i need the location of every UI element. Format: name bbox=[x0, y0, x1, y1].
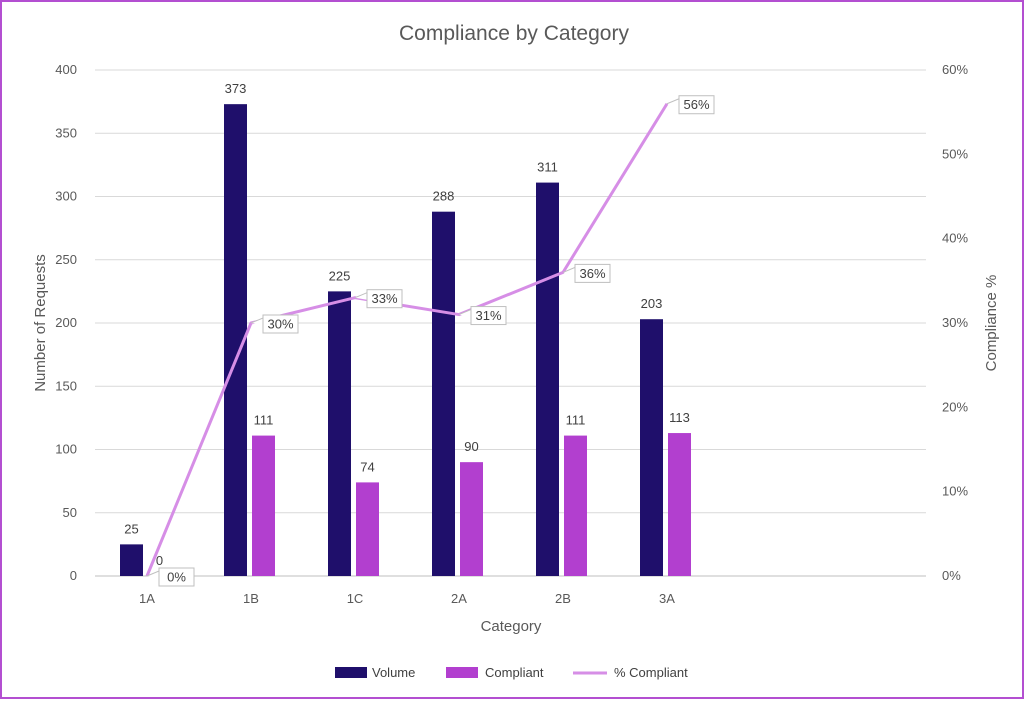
y2-tick-label: 20% bbox=[942, 399, 968, 414]
volume-bar bbox=[536, 182, 559, 576]
legend-label-compliant: Compliant bbox=[485, 665, 544, 680]
volume-bar bbox=[224, 104, 247, 576]
x-axis-title: Category bbox=[481, 618, 542, 635]
compliant-data-label: 111 bbox=[254, 413, 274, 428]
y2-axis-title: Compliance % bbox=[983, 275, 1000, 372]
x-axis-ticks: 1A 1B 1C 2A 2B 3A bbox=[139, 591, 675, 606]
bar-series: 25 0 373 111 225 74 288 90 311 111 203 113 bbox=[120, 81, 691, 576]
callout-pointer bbox=[666, 97, 680, 106]
volume-data-label: 311 bbox=[537, 160, 558, 175]
x-tick-label: 1C bbox=[347, 591, 364, 606]
gridlines bbox=[95, 69, 926, 577]
volume-bar bbox=[120, 544, 143, 576]
compliance-data-label: 36% bbox=[579, 266, 605, 281]
y2-tick-label: 0% bbox=[942, 568, 961, 583]
compliant-data-label: 111 bbox=[566, 413, 586, 428]
volume-bar bbox=[328, 291, 351, 576]
y2-axis-ticks: 0% 10% 20% 30% 40% 50% 60% bbox=[942, 62, 968, 583]
compliant-data-label: 0 bbox=[156, 553, 163, 568]
legend: Volume Compliant % Compliant bbox=[335, 665, 688, 680]
y2-tick-label: 10% bbox=[942, 484, 968, 499]
y2-tick-label: 30% bbox=[942, 315, 968, 330]
compliant-bar bbox=[356, 482, 379, 576]
compliant-data-label: 74 bbox=[360, 459, 374, 474]
y-tick-label: 150 bbox=[55, 378, 77, 393]
x-tick-label: 3A bbox=[659, 591, 675, 606]
y-tick-label: 400 bbox=[55, 62, 77, 77]
chart-title: Compliance by Category bbox=[399, 22, 629, 45]
x-tick-label: 2A bbox=[451, 591, 467, 606]
y-tick-label: 200 bbox=[55, 315, 77, 330]
compliant-data-label: 113 bbox=[669, 410, 690, 425]
y-axis-title: Number of Requests bbox=[32, 254, 49, 392]
y-tick-label: 0 bbox=[70, 568, 77, 583]
line-series: 0% 30% 33% 31% 36% 56% bbox=[145, 95, 715, 587]
callout-box bbox=[158, 567, 195, 587]
volume-data-label: 225 bbox=[329, 268, 351, 283]
callout-box bbox=[262, 314, 299, 334]
compliance-data-label: 0% bbox=[167, 570, 186, 585]
compliance-data-label: 31% bbox=[475, 308, 501, 323]
callout-box bbox=[574, 263, 611, 283]
volume-bar bbox=[432, 211, 455, 576]
y2-tick-label: 60% bbox=[942, 62, 968, 77]
compliance-data-label: 56% bbox=[683, 97, 709, 112]
compliant-bar bbox=[252, 435, 275, 576]
compliance-line bbox=[145, 102, 669, 577]
x-tick-label: 1A bbox=[139, 591, 155, 606]
y2-tick-label: 40% bbox=[942, 231, 968, 246]
compliant-data-label: 90 bbox=[464, 439, 478, 454]
compliant-bar bbox=[460, 462, 483, 576]
compliance-data-label: 30% bbox=[267, 317, 293, 332]
callout-box bbox=[470, 306, 507, 326]
legend-swatch-volume bbox=[335, 667, 367, 678]
volume-data-label: 288 bbox=[433, 189, 455, 204]
volume-data-label: 373 bbox=[225, 81, 247, 96]
legend-label-volume: Volume bbox=[372, 665, 415, 680]
y-tick-label: 250 bbox=[55, 252, 77, 267]
compliant-bar bbox=[564, 435, 587, 576]
compliance-data-label: 33% bbox=[371, 291, 397, 306]
y-tick-label: 50 bbox=[63, 505, 77, 520]
callout-box bbox=[366, 289, 403, 309]
x-tick-label: 1B bbox=[243, 591, 259, 606]
y2-tick-label: 50% bbox=[942, 146, 968, 161]
y-tick-label: 300 bbox=[55, 189, 77, 204]
legend-swatch-compliant bbox=[446, 667, 478, 678]
callout-box bbox=[678, 95, 715, 115]
compliant-bar bbox=[668, 433, 691, 576]
x-tick-label: 2B bbox=[555, 591, 571, 606]
y-axis-ticks: 0 50 100 150 200 250 300 350 400 bbox=[55, 62, 77, 583]
volume-data-label: 203 bbox=[641, 296, 663, 311]
y-tick-label: 100 bbox=[55, 442, 77, 457]
volume-data-label: 25 bbox=[124, 521, 138, 536]
legend-label-compliance: % Compliant bbox=[614, 665, 688, 680]
volume-bar bbox=[640, 319, 663, 576]
y-tick-label: 350 bbox=[55, 125, 77, 140]
